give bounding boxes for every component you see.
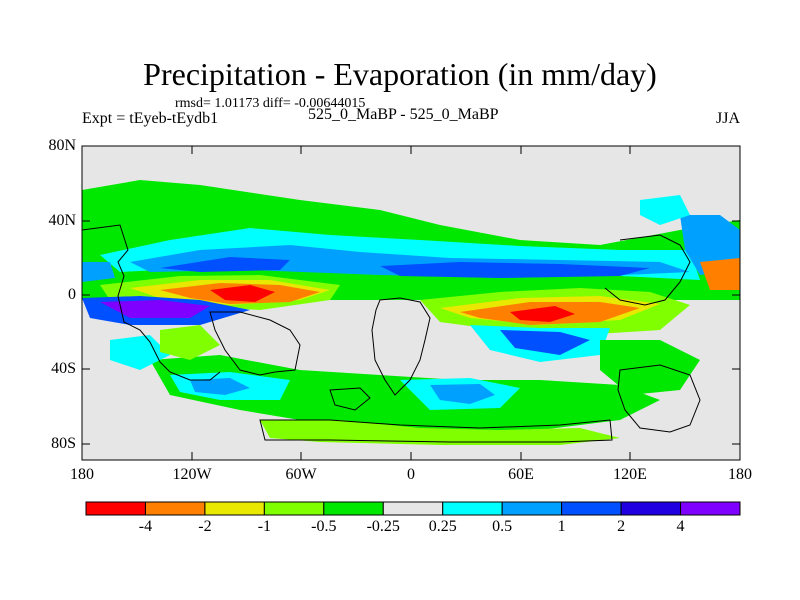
field-contour <box>150 355 660 430</box>
field-contour <box>700 258 740 290</box>
field-contour <box>82 228 115 258</box>
colorbar-swatch <box>263 501 325 516</box>
field-contour <box>110 335 170 370</box>
colorbar-label: 2 <box>617 518 626 535</box>
coastline-islands <box>329 387 371 411</box>
coastline-europe-africa <box>371 297 431 396</box>
period-label: 525_0_MaBP - 525_0_MaBP <box>308 106 499 123</box>
coastline-asia <box>604 234 691 306</box>
colorbar <box>85 501 741 516</box>
y-tick-label: 40S <box>51 360 76 377</box>
colorbar-swatch <box>144 501 206 516</box>
x-tick-label: 120E <box>613 466 647 483</box>
colorbar-label: 0.5 <box>492 518 513 535</box>
y-tick-label: 80S <box>51 435 76 452</box>
colorbar-swatch <box>85 501 146 516</box>
colorbar-label: -0.25 <box>366 518 400 535</box>
coastline-south-america <box>209 311 301 376</box>
field-contour <box>190 378 250 395</box>
field-contour <box>640 195 690 225</box>
colorbar-swatch <box>501 501 563 516</box>
field-layer <box>82 180 740 445</box>
coastline-antarctica <box>259 419 613 443</box>
colorbar-label: 4 <box>676 518 685 535</box>
experiment-label: Expt = tEyeb-tEydb1 <box>82 110 219 127</box>
colorbar-swatch <box>561 501 622 516</box>
colorbar-swatch <box>382 501 444 516</box>
colorbar-label: -0.5 <box>311 518 337 535</box>
x-tick-label: 180 <box>728 466 752 483</box>
coastlines <box>81 224 701 443</box>
field-contour <box>100 300 210 318</box>
season-label: JJA <box>716 110 741 127</box>
colorbar-swatch <box>204 501 265 516</box>
field-contour <box>82 262 115 282</box>
chart-subtitle: rmsd= 1.01173 diff= -0.00644015 <box>175 96 366 111</box>
field-contour <box>380 262 650 278</box>
field-contour <box>510 306 575 322</box>
axis-ticks <box>81 145 741 460</box>
colorbar-label: 0.25 <box>428 518 457 535</box>
y-tick-label: 80N <box>48 137 76 154</box>
field-contour <box>260 420 620 445</box>
x-tick-label: 60W <box>285 466 317 483</box>
colorbar-swatch <box>442 501 503 516</box>
x-tick-label: 120W <box>172 466 212 483</box>
field-contour <box>430 384 495 404</box>
colorbar-swatch <box>620 501 682 516</box>
field-contour <box>210 285 275 302</box>
colorbar-label: 1 <box>557 518 566 535</box>
y-tick-label: 0 <box>68 286 76 303</box>
x-tick-label: 0 <box>407 466 415 483</box>
x-tick-label: 180 <box>70 466 94 483</box>
colorbar-label: -4 <box>138 518 153 535</box>
colorbar-label: -1 <box>257 518 272 535</box>
coastline-north-america <box>81 224 221 381</box>
coastline-australia <box>617 364 701 433</box>
x-tick-label: 60E <box>508 466 534 483</box>
colorbar-label: -2 <box>198 518 212 535</box>
field-contour <box>600 340 700 395</box>
field-contour <box>160 325 220 360</box>
field-contour <box>500 330 590 355</box>
colorbar-swatch <box>680 501 741 516</box>
chart-title: Precipitation - Evaporation (in mm/day) <box>143 56 657 92</box>
y-tick-label: 40N <box>48 212 76 229</box>
colorbar-swatch <box>323 501 384 516</box>
field-contour <box>160 257 290 272</box>
